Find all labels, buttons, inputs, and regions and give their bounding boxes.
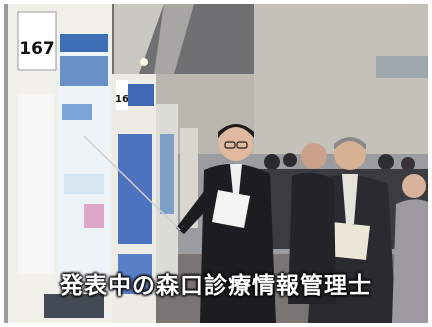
crowd-head bbox=[283, 153, 297, 167]
ceiling-beam-2 bbox=[154, 4, 194, 74]
pointer-stick bbox=[83, 135, 181, 231]
attendee-suit bbox=[288, 172, 336, 304]
attendee-woman-coat bbox=[392, 199, 428, 323]
poster-session-scene: 167 16 bbox=[4, 4, 428, 323]
papers-in-hand bbox=[212, 190, 250, 228]
listener-papers bbox=[328, 222, 370, 260]
presenter-hair bbox=[218, 124, 254, 138]
presenter-glasses bbox=[224, 141, 236, 149]
poster-2-icons bbox=[118, 134, 152, 244]
poster-2-icons-lower bbox=[118, 254, 152, 294]
crowd-head bbox=[378, 154, 394, 170]
listener-hair bbox=[334, 137, 366, 150]
conference-photo: 167 16 bbox=[4, 4, 428, 323]
back-window bbox=[376, 56, 428, 78]
poster-text-block bbox=[64, 174, 104, 194]
back-wall bbox=[254, 4, 428, 154]
poster-2-header bbox=[128, 84, 154, 106]
presenter-arm bbox=[176, 186, 216, 234]
attendee-head bbox=[301, 143, 327, 169]
photo-caption: 発表中の森口診療情報管理士 bbox=[60, 273, 372, 299]
poster-number-167: 167 bbox=[19, 39, 55, 59]
poster-board-fourth bbox=[180, 128, 198, 228]
poster-pink-chart bbox=[84, 204, 104, 228]
presenter-head bbox=[219, 127, 253, 161]
listener-shirt bbox=[342, 174, 358, 224]
poster-number-card-2 bbox=[116, 80, 128, 110]
poster-left-column bbox=[18, 94, 54, 274]
poster-number-16: 16 bbox=[115, 94, 129, 105]
crowd-head bbox=[401, 157, 415, 171]
poster-3-content bbox=[160, 134, 174, 214]
crowd-head bbox=[264, 154, 280, 170]
presenter-glasses bbox=[236, 141, 248, 149]
poster-bottom-image bbox=[44, 294, 104, 318]
poster-header bbox=[60, 34, 108, 52]
poster-chart-1 bbox=[62, 104, 92, 120]
ceiling-light-2 bbox=[140, 58, 148, 66]
listener-head bbox=[334, 138, 366, 170]
ceiling-beam bbox=[114, 4, 164, 74]
poster-photo bbox=[60, 56, 108, 86]
poster-number-card bbox=[17, 11, 57, 71]
attendee-woman-head bbox=[402, 174, 426, 198]
